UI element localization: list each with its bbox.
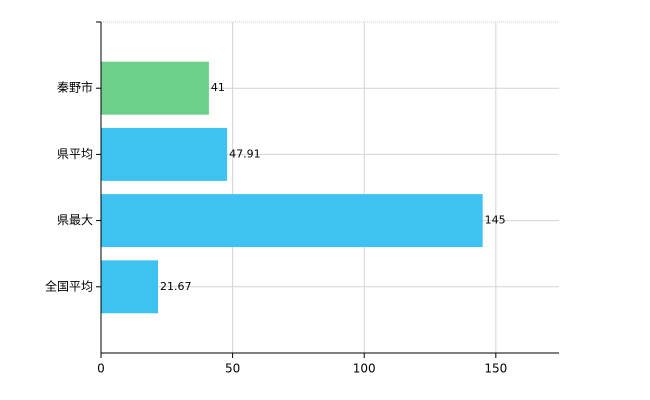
bar (101, 194, 483, 248)
bar (101, 260, 159, 314)
bar (101, 61, 209, 115)
x-tick-label: 50 (225, 362, 240, 376)
y-tick-label: 秦野市 (57, 80, 93, 95)
value-label: 145 (485, 214, 506, 227)
value-label: 21.67 (160, 280, 192, 293)
x-tick-label: 0 (97, 362, 105, 376)
x-tick-label: 100 (353, 362, 376, 376)
value-label: 41 (211, 81, 225, 94)
x-tick-label: 150 (484, 362, 507, 376)
y-tick-label: 県平均 (57, 147, 93, 161)
bar (101, 127, 228, 181)
y-tick-label: 全国平均 (45, 278, 93, 293)
y-tick-label: 県最大 (57, 213, 93, 227)
value-label: 47.91 (229, 147, 260, 160)
